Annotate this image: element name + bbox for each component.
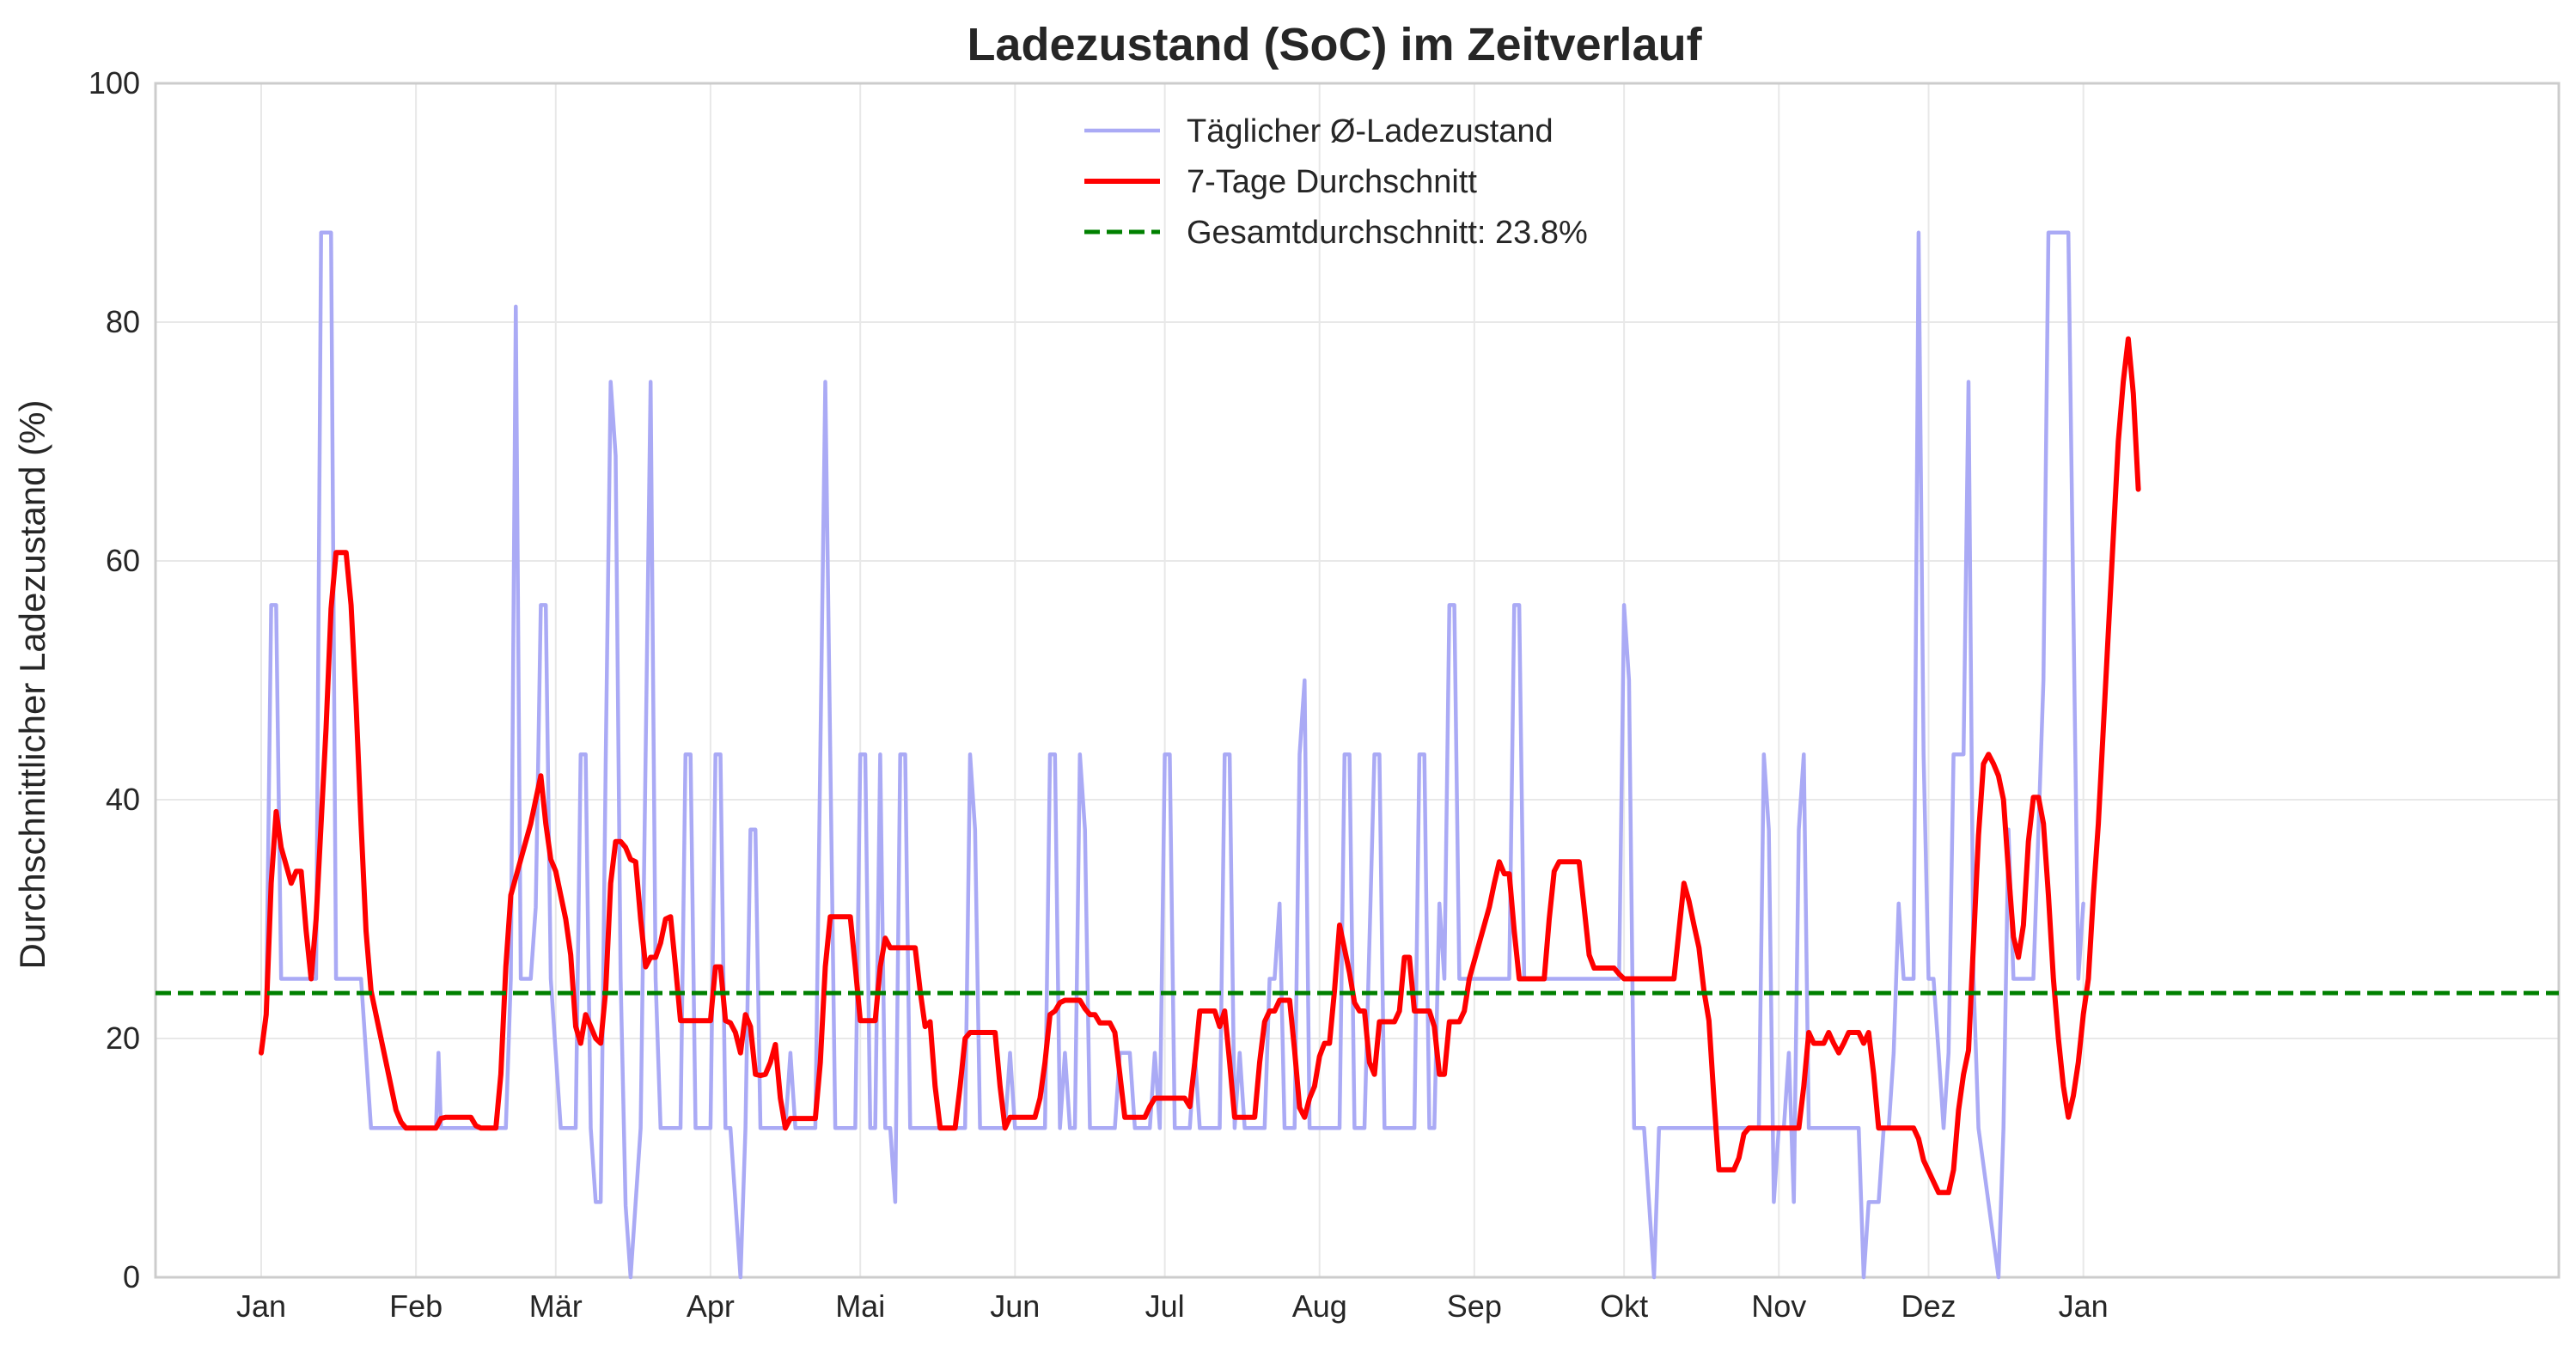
legend-item-average: Gesamtdurchschnitt: 23.8% <box>1084 215 1588 251</box>
legend-label: 7-Tage Durchschnitt <box>1187 164 1477 200</box>
x-tick-label: Jul <box>1145 1288 1185 1324</box>
series-layer <box>156 230 2559 1280</box>
legend-label: Täglicher Ø-Ladezustand <box>1187 113 1554 149</box>
legend-item-7day: 7-Tage Durchschnitt <box>1084 164 1477 200</box>
y-axis-label: Durchschnittlicher Ladezustand (%) <box>12 400 52 970</box>
chart-title: Ladezustand (SoC) im Zeitverlauf <box>967 19 1702 70</box>
x-tick-label: Jan <box>236 1288 286 1324</box>
y-tick-label: 40 <box>106 782 140 817</box>
x-tick-label: Aug <box>1292 1288 1347 1324</box>
legend-item-daily: Täglicher Ø-Ladezustand <box>1084 113 1554 149</box>
x-tick-label: Nov <box>1751 1288 1806 1324</box>
legend: Täglicher Ø-Ladezustand 7-Tage Durchschni… <box>1084 113 1588 251</box>
daily-soc-line <box>259 230 2085 1280</box>
x-tick-label: Jan <box>2059 1288 2109 1324</box>
seven-day-average-line <box>259 336 2141 1196</box>
x-tick-label: Okt <box>1600 1288 1648 1324</box>
y-tick-label: 60 <box>106 543 140 578</box>
y-tick-label: 100 <box>89 65 140 100</box>
x-tick-label: Feb <box>389 1288 443 1324</box>
y-tick-label: 80 <box>106 304 140 339</box>
x-tick-label: Sep <box>1447 1288 1502 1324</box>
y-tick-label: 20 <box>106 1020 140 1056</box>
x-tick-label: Mai <box>835 1288 885 1324</box>
y-tick-label: 0 <box>123 1259 140 1294</box>
x-tick-label: Jun <box>990 1288 1040 1324</box>
y-axis-ticks: 0 20 40 60 80 100 <box>89 65 140 1294</box>
x-axis-ticks: Jan Feb Mär Apr Mai Jun Jul Aug Sep Okt Nov Dez Jan <box>236 1288 2109 1324</box>
x-tick-label: Apr <box>687 1288 735 1324</box>
legend-label: Gesamtdurchschnitt: 23.8% <box>1187 215 1588 251</box>
plot-area-frame <box>154 82 2561 1279</box>
x-tick-label: Dez <box>1901 1288 1956 1324</box>
x-tick-label: Mär <box>529 1288 583 1324</box>
